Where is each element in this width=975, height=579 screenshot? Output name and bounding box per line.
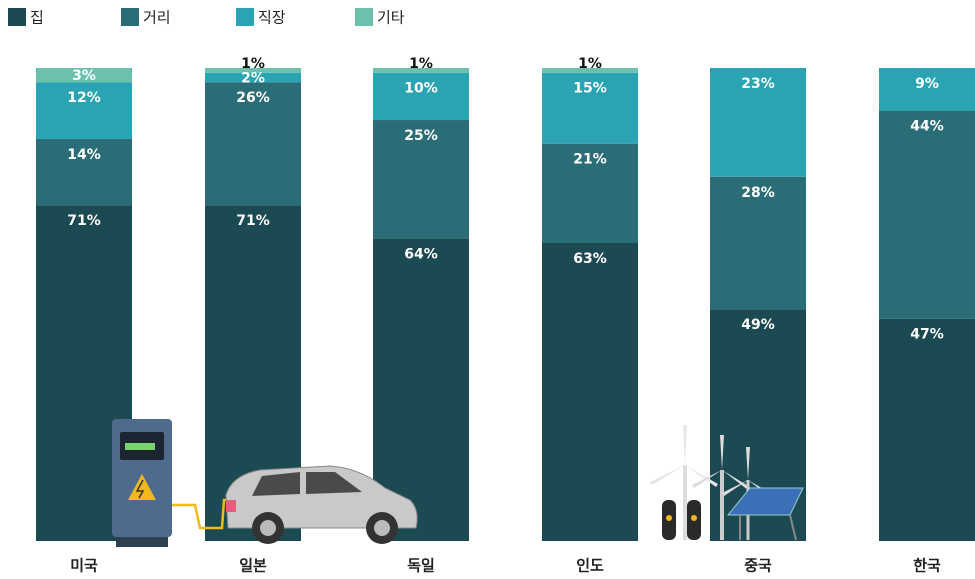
value-label: 71% xyxy=(67,213,101,229)
value-label: 63% xyxy=(573,251,607,267)
value-label: 14% xyxy=(67,147,101,163)
bars xyxy=(36,68,975,541)
labels: 71%14%12%3%미국71%26%2%1%일본64%25%10%1%독일63… xyxy=(67,56,944,575)
value-label: 21% xyxy=(573,152,607,168)
x-tick-label: 인도 xyxy=(576,557,604,575)
value-label: 10% xyxy=(404,81,438,97)
value-label: 23% xyxy=(741,76,775,92)
value-label: 15% xyxy=(573,81,607,97)
value-label: 2% xyxy=(241,70,265,86)
value-label: 28% xyxy=(741,185,775,201)
legend-label: 기타 xyxy=(377,9,405,27)
legend-swatch xyxy=(121,8,139,26)
value-label: 9% xyxy=(915,76,939,92)
legend-swatch xyxy=(8,8,26,26)
legend-label: 거리 xyxy=(143,9,171,27)
x-tick-label: 한국 xyxy=(913,557,941,575)
value-label: 44% xyxy=(910,119,944,135)
bar-segment xyxy=(879,319,975,541)
legend-label: 직장 xyxy=(258,9,286,27)
chart: 71%14%12%3%미국71%26%2%1%일본64%25%10%1%독일63… xyxy=(0,0,975,579)
bar-segment xyxy=(879,111,975,319)
x-tick-label: 중국 xyxy=(744,557,772,575)
value-label: 12% xyxy=(67,90,101,106)
x-tick-label: 일본 xyxy=(239,557,267,575)
value-label: 3% xyxy=(72,68,96,84)
legend-swatch xyxy=(236,8,254,26)
value-label: 1% xyxy=(409,56,433,72)
legend-swatch xyxy=(355,8,373,26)
bar-segment xyxy=(542,243,638,541)
value-label: 26% xyxy=(236,90,270,106)
value-label: 1% xyxy=(241,56,265,72)
x-tick-label: 미국 xyxy=(70,557,98,575)
value-label: 47% xyxy=(910,327,944,343)
x-tick-label: 독일 xyxy=(407,557,435,575)
value-label: 71% xyxy=(236,213,270,229)
value-label: 25% xyxy=(404,128,438,144)
value-label: 1% xyxy=(578,56,602,72)
legend-label: 집 xyxy=(30,9,44,27)
value-label: 49% xyxy=(741,317,775,333)
legend: 집 거리 직장 기타 xyxy=(8,8,405,27)
value-label: 64% xyxy=(404,246,438,262)
